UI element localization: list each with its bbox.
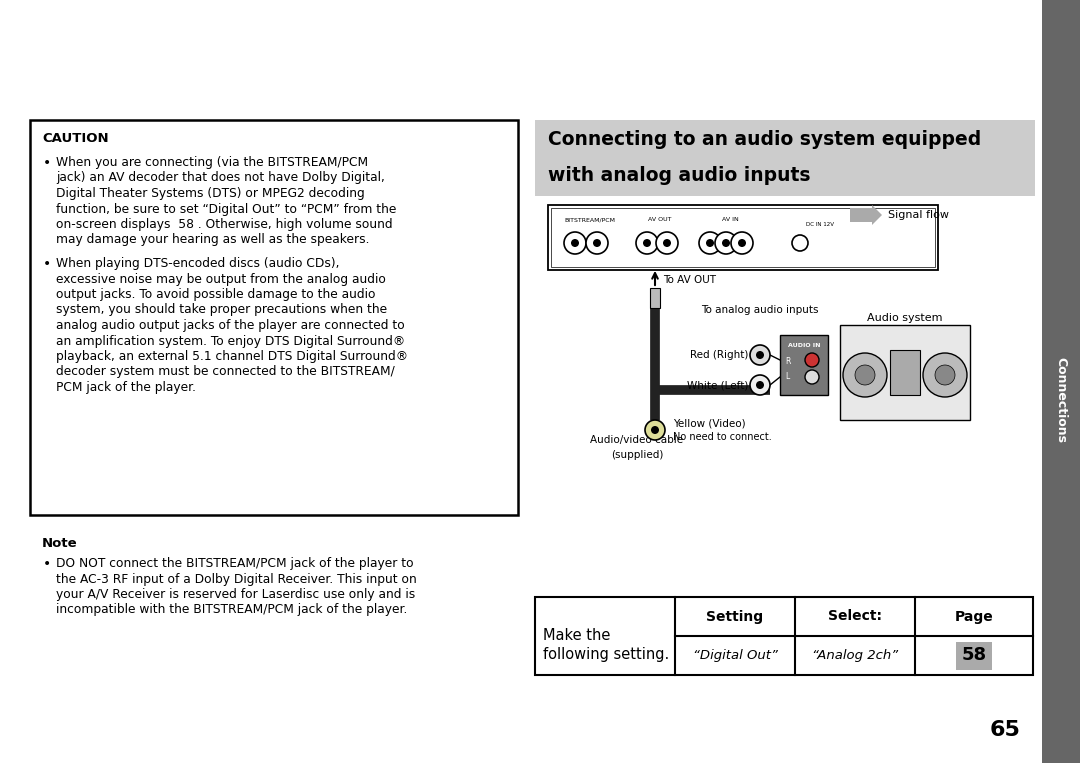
Circle shape [805,353,819,367]
Text: White (Left): White (Left) [687,380,748,390]
Bar [548,205,939,270]
Text: 65: 65 [989,720,1021,740]
Text: may damage your hearing as well as the speakers.: may damage your hearing as well as the s… [56,233,369,246]
Text: Yellow (Video): Yellow (Video) [673,418,745,428]
Bar [956,642,993,669]
Text: Audio system: Audio system [867,313,943,323]
Circle shape [923,353,967,397]
Text: decoder system must be connected to the BITSTREAM/: decoder system must be connected to the … [56,365,395,378]
Text: Make the: Make the [543,629,610,643]
Circle shape [805,370,819,384]
Circle shape [656,232,678,254]
Text: following setting.: following setting. [543,646,670,662]
Bar [30,120,518,515]
Bar [780,335,828,395]
Text: R: R [785,357,791,366]
Text: Digital Theater Systems (DTS) or MPEG2 decoding: Digital Theater Systems (DTS) or MPEG2 d… [56,187,365,200]
Text: DC IN 12V: DC IN 12V [806,223,834,227]
Text: analog audio output jacks of the player are connected to: analog audio output jacks of the player … [56,319,405,332]
Text: Signal flow: Signal flow [888,210,949,220]
Circle shape [663,239,671,247]
Text: jack) an AV decoder that does not have Dolby Digital,: jack) an AV decoder that does not have D… [56,172,384,185]
Polygon shape [850,208,872,222]
Circle shape [750,345,770,365]
Circle shape [756,381,764,389]
Circle shape [636,232,658,254]
Text: system, you should take proper precautions when the: system, you should take proper precautio… [56,304,387,317]
Text: incompatible with the BITSTREAM/PCM jack of the player.: incompatible with the BITSTREAM/PCM jack… [56,604,407,617]
Text: 58: 58 [961,646,986,665]
Text: (supplied): (supplied) [611,450,663,460]
Text: When you are connecting (via the BITSTREAM/PCM: When you are connecting (via the BITSTRE… [56,156,368,169]
Text: •: • [43,257,51,271]
Polygon shape [872,205,882,225]
Bar [675,597,1032,636]
Text: When playing DTS-encoded discs (audio CDs),: When playing DTS-encoded discs (audio CD… [56,257,339,270]
Circle shape [651,426,659,434]
Text: L: L [785,372,789,381]
Circle shape [750,375,770,395]
Bar [535,597,1032,675]
Circle shape [643,239,651,247]
Circle shape [593,239,600,247]
Text: Page: Page [955,610,994,623]
Text: excessive noise may be output from the analog audio: excessive noise may be output from the a… [56,272,386,285]
Circle shape [843,353,887,397]
Text: Connecting to an audio system equipped: Connecting to an audio system equipped [548,130,982,149]
Circle shape [723,239,730,247]
Text: •: • [43,156,51,170]
Text: To analog audio inputs: To analog audio inputs [701,305,819,315]
Circle shape [715,232,737,254]
Text: AV OUT: AV OUT [648,217,672,222]
Bar [650,288,660,308]
Text: •: • [43,557,51,571]
Text: PCM jack of the player.: PCM jack of the player. [56,381,195,394]
Text: function, be sure to set “Digital Out” to “PCM” from the: function, be sure to set “Digital Out” t… [56,202,396,215]
Bar [840,325,970,420]
Bar [890,350,920,395]
Circle shape [792,235,808,251]
Text: AV IN: AV IN [721,217,739,222]
Circle shape [731,232,753,254]
Text: Note: Note [42,537,78,550]
Text: playback, an external 5.1 channel DTS Digital Surround®: playback, an external 5.1 channel DTS Di… [56,350,408,363]
Circle shape [756,351,764,359]
Text: AUDIO IN: AUDIO IN [787,343,820,348]
Bar [535,120,1035,196]
Text: To AV OUT: To AV OUT [663,275,716,285]
Circle shape [706,239,714,247]
Text: on-screen displays  58 . Otherwise, high volume sound: on-screen displays 58 . Otherwise, high … [56,218,393,231]
Circle shape [935,365,955,385]
Circle shape [564,232,586,254]
Text: Red (Right): Red (Right) [690,350,748,360]
Text: an amplification system. To enjoy DTS Digital Surround®: an amplification system. To enjoy DTS Di… [56,334,405,347]
Text: output jacks. To avoid possible damage to the audio: output jacks. To avoid possible damage t… [56,288,376,301]
Text: Audio/video cable: Audio/video cable [591,435,684,445]
Circle shape [699,232,721,254]
Text: BITSTREAM/PCM: BITSTREAM/PCM [565,217,616,222]
Bar [551,208,935,267]
Bar [1042,0,1080,763]
Text: No need to connect.: No need to connect. [673,432,772,442]
Text: DO NOT connect the BITSTREAM/PCM jack of the player to: DO NOT connect the BITSTREAM/PCM jack of… [56,557,414,570]
Text: the AC-3 RF input of a Dolby Digital Receiver. This input on: the AC-3 RF input of a Dolby Digital Rec… [56,572,417,585]
Text: with analog audio inputs: with analog audio inputs [548,166,810,185]
Circle shape [645,420,665,440]
Text: Select:: Select: [828,610,882,623]
Circle shape [586,232,608,254]
Circle shape [571,239,579,247]
Text: “Digital Out”: “Digital Out” [692,649,778,662]
Circle shape [738,239,746,247]
Text: CAUTION: CAUTION [42,132,109,145]
Text: “Analog 2ch”: “Analog 2ch” [812,649,899,662]
Text: your A/V Receiver is reserved for Laserdisc use only and is: your A/V Receiver is reserved for Laserd… [56,588,415,601]
Circle shape [855,365,875,385]
Text: Setting: Setting [706,610,764,623]
Text: Connections: Connections [1054,357,1067,443]
